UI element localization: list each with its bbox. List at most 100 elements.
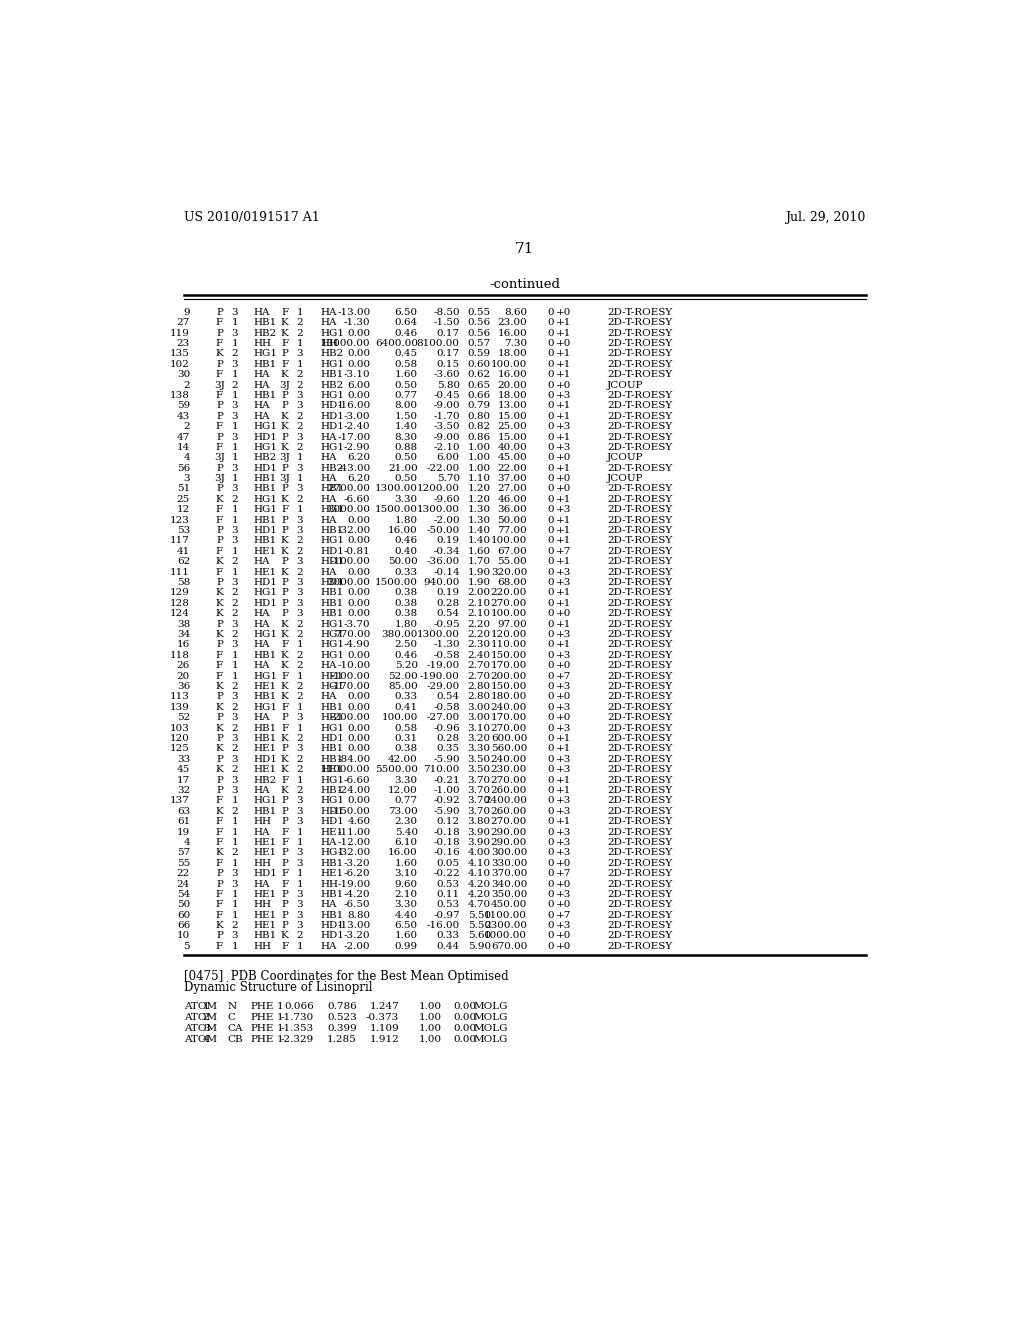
Text: 3: 3 — [297, 890, 303, 899]
Text: 1.912: 1.912 — [370, 1035, 399, 1044]
Text: 0.46: 0.46 — [394, 329, 418, 338]
Text: -1.730: -1.730 — [281, 1014, 314, 1022]
Text: 3: 3 — [231, 527, 239, 535]
Text: 19: 19 — [177, 828, 190, 837]
Text: -13.00: -13.00 — [337, 921, 371, 931]
Text: 3: 3 — [297, 589, 303, 598]
Text: -3.20: -3.20 — [344, 859, 371, 867]
Text: 1: 1 — [231, 422, 239, 432]
Text: 2D-T-ROESY: 2D-T-ROESY — [607, 651, 672, 660]
Text: P: P — [282, 859, 288, 867]
Text: 1.60: 1.60 — [394, 370, 418, 379]
Text: HD1: HD1 — [254, 578, 278, 587]
Text: HB1: HB1 — [321, 890, 343, 899]
Text: 3.10: 3.10 — [468, 723, 490, 733]
Text: 2D-T-ROESY: 2D-T-ROESY — [607, 422, 672, 432]
Text: P: P — [282, 796, 288, 805]
Text: 1: 1 — [297, 360, 303, 368]
Text: JCOUP: JCOUP — [607, 380, 643, 389]
Text: 1: 1 — [231, 391, 239, 400]
Text: 1: 1 — [231, 651, 239, 660]
Text: PHE: PHE — [251, 1014, 273, 1022]
Text: 320.00: 320.00 — [490, 568, 527, 577]
Text: F: F — [281, 723, 288, 733]
Text: 0: 0 — [548, 661, 554, 671]
Text: 4.10: 4.10 — [468, 869, 490, 878]
Text: 5.90: 5.90 — [468, 942, 490, 950]
Text: +7: +7 — [556, 911, 571, 920]
Text: 20.00: 20.00 — [498, 380, 527, 389]
Text: 47: 47 — [177, 433, 190, 441]
Text: 1: 1 — [276, 1035, 283, 1044]
Text: 0.00: 0.00 — [454, 1002, 477, 1011]
Text: HH: HH — [254, 859, 271, 867]
Text: 4.60: 4.60 — [347, 817, 371, 826]
Text: 0: 0 — [548, 766, 554, 774]
Text: 3: 3 — [231, 484, 239, 494]
Text: 123: 123 — [170, 516, 190, 524]
Text: 0: 0 — [548, 702, 554, 711]
Text: HH: HH — [321, 879, 338, 888]
Text: 2D-T-ROESY: 2D-T-ROESY — [607, 463, 672, 473]
Text: P: P — [216, 433, 223, 441]
Text: 2D-T-ROESY: 2D-T-ROESY — [607, 610, 672, 618]
Text: ATOM: ATOM — [183, 1014, 217, 1022]
Text: 4.20: 4.20 — [468, 879, 490, 888]
Text: 27.00: 27.00 — [498, 484, 527, 494]
Text: 0: 0 — [548, 911, 554, 920]
Text: 4.70: 4.70 — [468, 900, 490, 909]
Text: -6.20: -6.20 — [344, 869, 371, 878]
Text: 16.00: 16.00 — [498, 329, 527, 338]
Text: -0.16: -0.16 — [433, 849, 460, 857]
Text: 68.00: 68.00 — [498, 578, 527, 587]
Text: HB2: HB2 — [321, 463, 343, 473]
Text: HB2: HB2 — [254, 329, 276, 338]
Text: 1: 1 — [231, 796, 239, 805]
Text: MOLG: MOLG — [473, 1014, 508, 1022]
Text: 560.00: 560.00 — [490, 744, 527, 754]
Text: 12.00: 12.00 — [388, 785, 418, 795]
Text: F: F — [216, 828, 223, 837]
Text: 1: 1 — [297, 339, 303, 348]
Text: -5.90: -5.90 — [433, 807, 460, 816]
Text: 220.00: 220.00 — [490, 589, 527, 598]
Text: 3: 3 — [231, 412, 239, 421]
Text: -2.329: -2.329 — [281, 1035, 314, 1044]
Text: 54: 54 — [177, 890, 190, 899]
Text: 0: 0 — [548, 527, 554, 535]
Text: -2.90: -2.90 — [344, 444, 371, 451]
Text: HG1: HG1 — [254, 506, 278, 515]
Text: 1.30: 1.30 — [468, 506, 490, 515]
Text: -0.96: -0.96 — [433, 723, 460, 733]
Text: 3J: 3J — [214, 380, 225, 389]
Text: 0: 0 — [548, 474, 554, 483]
Text: 2D-T-ROESY: 2D-T-ROESY — [607, 536, 672, 545]
Text: -2.10: -2.10 — [433, 444, 460, 451]
Text: 0.38: 0.38 — [394, 610, 418, 618]
Text: 0.50: 0.50 — [394, 453, 418, 462]
Text: 0.38: 0.38 — [394, 744, 418, 754]
Text: 1: 1 — [297, 869, 303, 878]
Text: HB1: HB1 — [254, 536, 276, 545]
Text: 71: 71 — [515, 242, 535, 256]
Text: HG1: HG1 — [254, 422, 278, 432]
Text: HB1: HB1 — [321, 527, 343, 535]
Text: 1300.00: 1300.00 — [417, 630, 460, 639]
Text: 2D-T-ROESY: 2D-T-ROESY — [607, 921, 672, 931]
Text: 670.00: 670.00 — [490, 942, 527, 950]
Text: F: F — [216, 546, 223, 556]
Text: 180.00: 180.00 — [490, 693, 527, 701]
Text: 0.00: 0.00 — [347, 734, 371, 743]
Text: 1.10: 1.10 — [468, 474, 490, 483]
Text: 15.00: 15.00 — [498, 433, 527, 441]
Text: 0: 0 — [548, 932, 554, 940]
Text: 42.00: 42.00 — [388, 755, 418, 764]
Text: HA: HA — [254, 713, 270, 722]
Text: HB1: HB1 — [321, 744, 343, 754]
Text: 1.50: 1.50 — [394, 412, 418, 421]
Text: 1: 1 — [231, 444, 239, 451]
Text: [0475]  PDB Coordinates for the Best Mean Optimised: [0475] PDB Coordinates for the Best Mean… — [183, 970, 509, 983]
Text: 1.20: 1.20 — [468, 484, 490, 494]
Text: 16.00: 16.00 — [388, 527, 418, 535]
Text: -0.14: -0.14 — [433, 568, 460, 577]
